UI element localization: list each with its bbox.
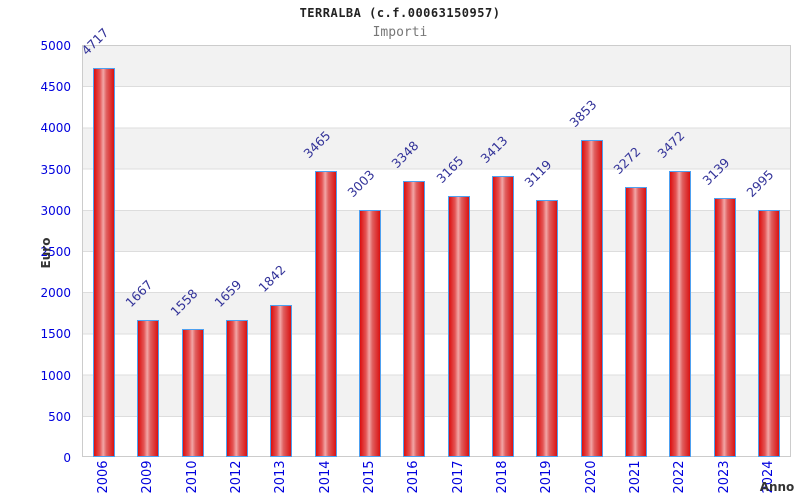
bar-2018 bbox=[491, 175, 514, 457]
bar-2009 bbox=[137, 319, 160, 457]
bar-2020 bbox=[580, 139, 603, 457]
y-tick-label: 1500 bbox=[40, 327, 71, 342]
bar-2006 bbox=[93, 68, 116, 457]
x-tick-label: 2019 bbox=[539, 460, 555, 494]
chart-subtitle: Importi bbox=[372, 25, 428, 40]
x-tick-label: 2020 bbox=[583, 460, 599, 494]
bar-2013 bbox=[270, 305, 293, 457]
x-tick-label: 2018 bbox=[494, 460, 510, 494]
bar-2015 bbox=[359, 209, 382, 457]
x-tick-label: 2012 bbox=[229, 460, 245, 494]
bar-2019 bbox=[536, 199, 559, 457]
x-tick-label: 2021 bbox=[627, 460, 643, 494]
x-tick-label: 2014 bbox=[317, 460, 333, 494]
x-tick-label: 2022 bbox=[672, 460, 688, 494]
y-tick-label: 1000 bbox=[40, 368, 71, 383]
y-tick-label: 2000 bbox=[40, 286, 71, 301]
bar-2014 bbox=[314, 171, 337, 457]
bar-2017 bbox=[447, 196, 470, 457]
y-tick-label: 3500 bbox=[40, 162, 71, 177]
bar-2023 bbox=[713, 198, 736, 457]
y-tick-label: 4500 bbox=[40, 80, 71, 95]
x-tick-label: 2015 bbox=[362, 460, 378, 494]
bar-2024 bbox=[757, 210, 780, 457]
y-tick-label: 2500 bbox=[40, 245, 71, 259]
x-tick-label: 2016 bbox=[406, 460, 422, 494]
y-axis-title: Euro bbox=[39, 237, 53, 269]
x-tick-label: 2009 bbox=[140, 460, 156, 494]
y-tick-label: 3000 bbox=[40, 203, 71, 218]
y-tick-label: 500 bbox=[48, 409, 71, 424]
x-tick-label: 2010 bbox=[184, 460, 200, 494]
bar-2016 bbox=[403, 181, 426, 457]
x-axis-title: Anno bbox=[759, 480, 795, 494]
bar-2010 bbox=[181, 328, 204, 457]
y-tick-label: 4000 bbox=[40, 121, 71, 136]
bar-2012 bbox=[226, 320, 249, 457]
bar-2021 bbox=[624, 187, 647, 457]
y-tick-label: 5000 bbox=[40, 39, 71, 53]
bar-2022 bbox=[669, 170, 692, 457]
chart-title: TERRALBA (c.f.00063150957) bbox=[299, 6, 501, 20]
x-tick-label: 2006 bbox=[96, 460, 112, 494]
y-tick-label: 0 bbox=[63, 451, 71, 465]
x-tick-label: 2023 bbox=[716, 460, 732, 494]
x-tick-label: 2017 bbox=[450, 460, 466, 494]
x-tick-label: 2013 bbox=[273, 460, 289, 494]
